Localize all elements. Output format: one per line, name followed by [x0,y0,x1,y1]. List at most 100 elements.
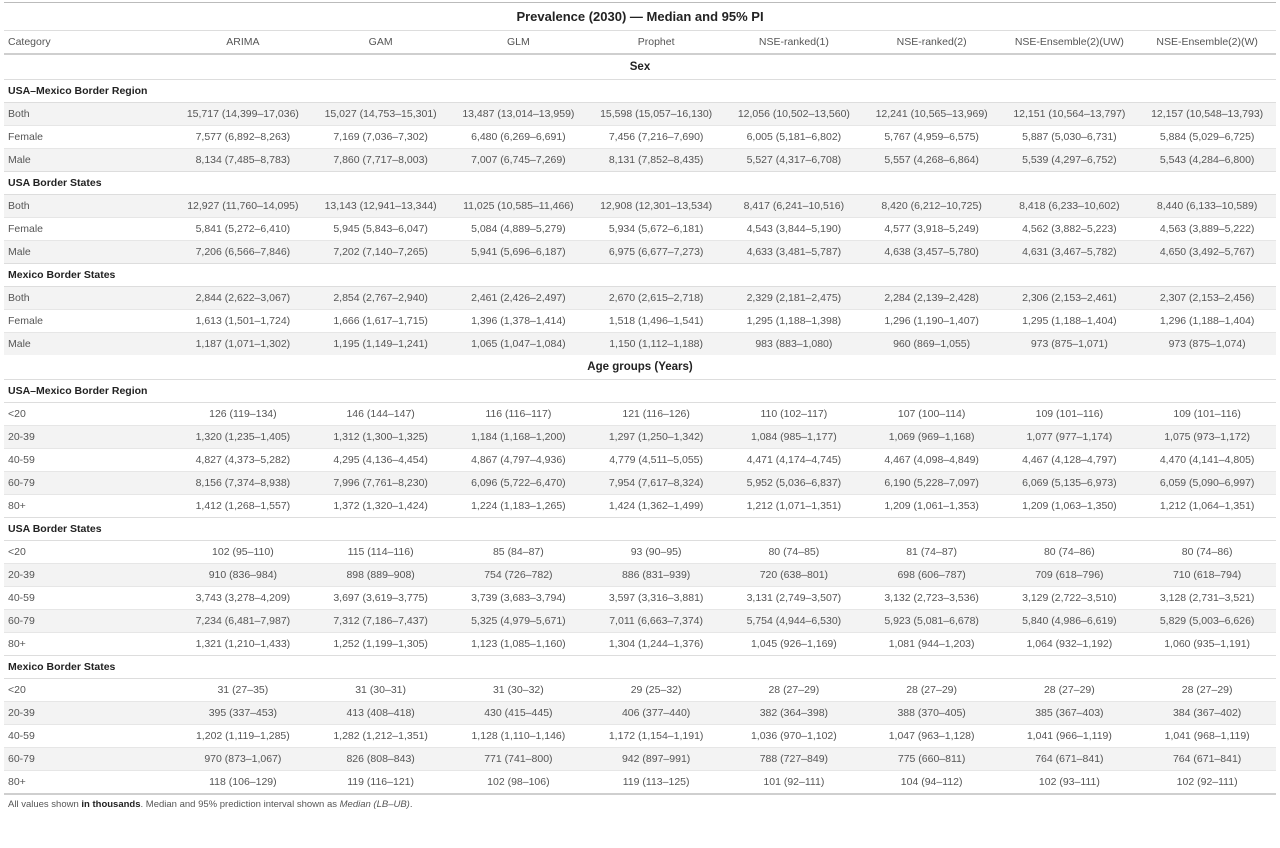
table-cell: 102 (93–111) [1000,770,1139,794]
table-cell: 15,027 (14,753–15,301) [311,102,450,126]
table-cell: 4,295 (4,136–4,454) [311,448,450,472]
table-cell: 109 (101–116) [1000,402,1139,426]
table-cell: 5,557 (4,268–6,864) [862,148,1001,172]
table-cell: 101 (92–111) [725,770,863,794]
table-cell: 764 (671–841) [1000,747,1139,771]
table-cell: 1,128 (1,110–1,146) [449,724,588,748]
table-cell: 6,096 (5,722–6,470) [449,471,588,495]
row-category: 80+ [4,770,174,794]
table-cell: 826 (808–843) [311,747,450,771]
row-category: <20 [4,402,174,426]
table-cell: 4,577 (3,918–5,249) [862,217,1001,241]
table-cell: 1,321 (1,210–1,433) [174,632,312,656]
table-cell: 6,069 (5,135–6,973) [1000,471,1139,495]
table-cell: 15,717 (14,399–17,036) [174,102,312,126]
table-cell: 102 (98–106) [449,770,588,794]
table-cell: 4,467 (4,128–4,797) [1000,448,1139,472]
table-cell: 5,884 (5,029–6,725) [1138,125,1277,149]
table-cell: 385 (367–403) [1000,701,1139,725]
table-row: 60-79 7,234 (6,481–7,987) 7,312 (7,186–7,4… [4,609,1277,633]
column-header: Prophet [587,30,725,55]
table-cell: 1,295 (1,188–1,398) [725,309,863,333]
table-cell: 4,827 (4,373–5,282) [174,448,312,472]
table-cell: 1,184 (1,168–1,200) [449,425,588,449]
table-cell: 5,841 (5,272–6,410) [174,217,312,241]
table-cell: 3,743 (3,278–4,209) [174,586,312,610]
row-category: 80+ [4,632,174,656]
row-category: 60-79 [4,471,174,495]
table-cell: 1,195 (1,149–1,241) [311,332,450,355]
row-category: 60-79 [4,747,174,771]
table-cell: 109 (101–116) [1138,402,1277,426]
table-cell: 1,187 (1,071–1,302) [174,332,312,355]
table-cell: 6,059 (5,090–6,997) [1138,471,1277,495]
table-cell: 775 (660–811) [862,747,1001,771]
table-cell: 7,577 (6,892–8,263) [174,125,312,149]
table-cell: 80 (74–85) [725,540,863,564]
table-cell: 1,060 (935–1,191) [1138,632,1277,656]
row-category: <20 [4,678,174,702]
table-cell: 8,418 (6,233–10,602) [1000,194,1139,218]
row-category: Both [4,286,174,310]
table-cell: 3,128 (2,731–3,521) [1138,586,1277,610]
footnote-bold: in thousands [81,799,141,810]
table-cell: 2,329 (2,181–2,475) [725,286,863,310]
row-category: 40-59 [4,586,174,610]
table-cell: 2,461 (2,426–2,497) [449,286,588,310]
table-row: Both 12,927 (11,760–14,095) 13,143 (12,941… [4,194,1277,218]
table-cell: 960 (869–1,055) [862,332,1001,355]
table-cell: 4,779 (4,511–5,055) [587,448,725,472]
table-cell: 5,952 (5,036–6,837) [725,471,863,495]
table-cell: 413 (408–418) [311,701,450,725]
table-cell: 1,295 (1,188–1,404) [1000,309,1139,333]
table-cell: 29 (25–32) [587,678,725,702]
row-category: Both [4,194,174,218]
table-cell: 12,927 (11,760–14,095) [174,194,312,218]
table-row: 20-39 910 (836–984) 898 (889–908) 754 (726–… [4,563,1277,587]
table-row: Female 7,577 (6,892–8,263) 7,169 (7,036–7,… [4,125,1277,149]
table-cell: 4,467 (4,098–4,849) [862,448,1001,472]
row-category: 80+ [4,494,174,518]
table-cell: 1,312 (1,300–1,325) [311,425,450,449]
table-cell: 15,598 (15,057–16,130) [587,102,725,126]
column-header: NSE-Ensemble(2)(W) [1138,30,1277,55]
table-cell: 85 (84–87) [449,540,588,564]
table-cell: 1,224 (1,183–1,265) [449,494,588,518]
table-cell: 4,631 (3,467–5,782) [1000,240,1139,264]
table-cell: 2,306 (2,153–2,461) [1000,286,1139,310]
table-cell: 31 (30–32) [449,678,588,702]
table-cell: 6,190 (5,228–7,097) [862,471,1001,495]
table-cell: 13,487 (13,014–13,959) [449,102,588,126]
column-header: NSE-Ensemble(2)(UW) [1000,30,1139,55]
table-cell: 1,212 (1,071–1,351) [725,494,863,518]
row-category: 20-39 [4,563,174,587]
table-cell: 115 (114–116) [311,540,450,564]
table-cell: 5,945 (5,843–6,047) [311,217,450,241]
table-cell: 7,234 (6,481–7,987) [174,609,312,633]
table-cell: 1,041 (966–1,119) [1000,724,1139,748]
row-category: Both [4,102,174,126]
table-cell: 4,543 (3,844–5,190) [725,217,863,241]
table-cell: 7,169 (7,036–7,302) [311,125,450,149]
table-cell: 720 (638–801) [725,563,863,587]
table-row: 80+ 118 (106–129) 119 (116–121) 102 (98–106… [4,770,1277,794]
table-cell: 13,143 (12,941–13,344) [311,194,450,218]
table-cell: 1,518 (1,496–1,541) [587,309,725,333]
table-cell: 119 (113–125) [587,770,725,794]
table-cell: 4,471 (4,174–4,745) [725,448,863,472]
table-row: 60-79 8,156 (7,374–8,938) 7,996 (7,761–8,2… [4,471,1277,495]
group-header: Mexico Border States [4,263,1277,287]
table-cell: 1,202 (1,119–1,285) [174,724,312,748]
table-footnote: All values shown in thousands. Median an… [4,793,1277,815]
table-cell: 121 (116–126) [587,402,725,426]
table-cell: 7,456 (7,216–7,690) [587,125,725,149]
table-cell: 80 (74–86) [1000,540,1139,564]
table-cell: 119 (116–121) [311,770,450,794]
table-row: Female 1,613 (1,501–1,724) 1,666 (1,617–1,… [4,309,1277,333]
table-row: 80+ 1,412 (1,268–1,557) 1,372 (1,320–1,424… [4,494,1277,518]
table-cell: 1,212 (1,064–1,351) [1138,494,1277,518]
table-cell: 1,036 (970–1,102) [725,724,863,748]
row-category: 20-39 [4,425,174,449]
table-cell: 7,007 (6,745–7,269) [449,148,588,172]
table-cell: 1,209 (1,061–1,353) [862,494,1001,518]
